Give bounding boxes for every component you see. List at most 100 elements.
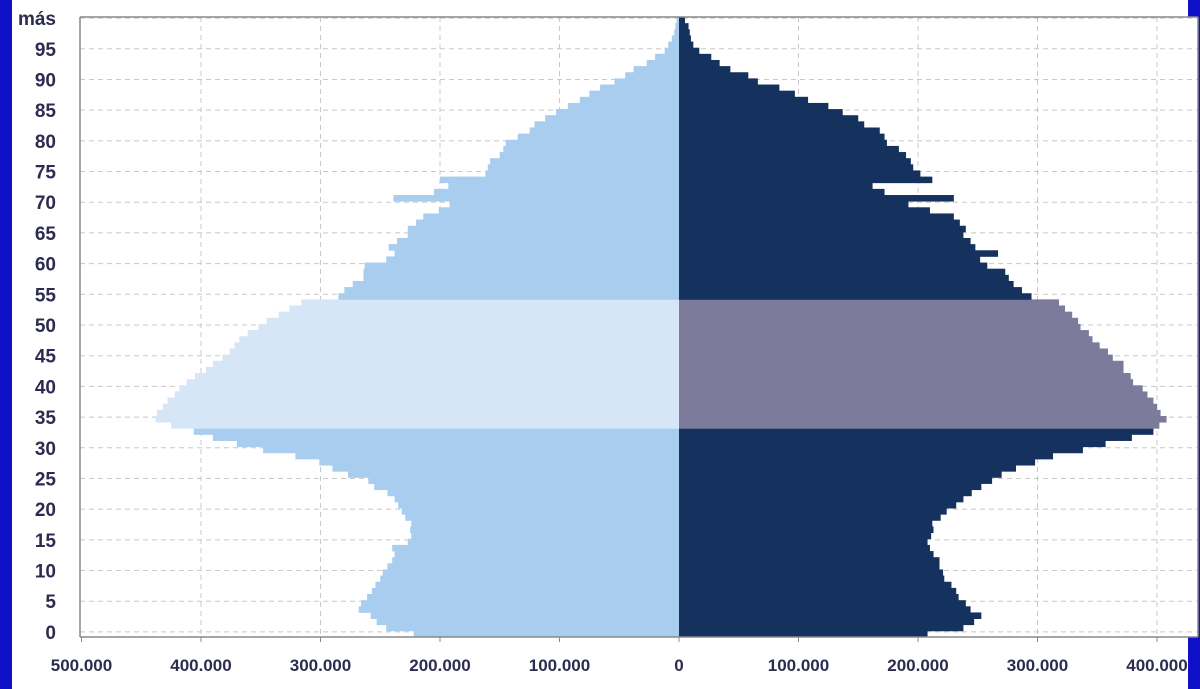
bar-left-age-92	[633, 66, 679, 73]
bar-right-age-35	[679, 416, 1167, 423]
bar-left-age-18	[411, 520, 679, 527]
x-tick-label: 100.000	[529, 656, 590, 675]
bar-right-age-84	[679, 115, 859, 122]
y-tick-label: 60	[35, 255, 56, 276]
bar-right-age-75	[679, 170, 921, 178]
bar-left-age-87	[579, 96, 679, 104]
bar-left-age-19	[405, 514, 679, 521]
bar-left-age-56	[344, 287, 679, 294]
bar-right-age-70	[679, 201, 909, 208]
bar-left-age-88	[589, 90, 679, 98]
bar-left-age-15	[407, 538, 679, 546]
x-tick-label: 200.000	[409, 656, 470, 675]
bar-left-age-71	[393, 195, 679, 202]
bar-right-age-5	[679, 600, 966, 607]
bar-left-age-14	[392, 544, 679, 552]
bar-left-age-27	[332, 465, 679, 472]
bar-left-age-44	[212, 360, 679, 368]
bar-left-age-77	[490, 158, 679, 165]
bar-right-age-78	[679, 152, 907, 159]
bar-right-age-2	[679, 618, 975, 626]
bar-left-age-53	[289, 305, 679, 313]
bar-left-age-97	[671, 35, 679, 42]
bar-right-age-58	[679, 274, 1009, 282]
bar-left-age-13	[394, 551, 679, 558]
bar-right-age-62	[679, 250, 999, 257]
bar-right-age-49	[679, 330, 1089, 337]
bar-left-age-67	[416, 219, 679, 227]
bar-right-age-100	[679, 17, 685, 24]
bar-right-age-57	[679, 280, 1014, 288]
bar-left-age-49	[247, 330, 680, 337]
y-tick-label: 40	[35, 377, 56, 398]
bar-left-age-36	[156, 409, 679, 417]
bar-left-age-45	[222, 354, 679, 362]
x-tick-label: 0	[674, 656, 683, 675]
bar-right-age-10	[679, 569, 944, 577]
bar-left-age-80	[505, 139, 679, 147]
bar-right-age-11	[679, 563, 940, 570]
bar-right-age-33	[679, 428, 1154, 435]
bar-right-age-43	[679, 366, 1124, 374]
bar-right-age-64	[679, 237, 971, 245]
bar-left-age-40	[179, 385, 680, 392]
bar-left-age-7	[371, 587, 679, 595]
bar-right-age-30	[679, 446, 1083, 454]
y-tick-label: 0	[45, 623, 56, 644]
bar-left-age-9	[380, 575, 679, 583]
bar-right-age-54	[679, 299, 1060, 306]
bar-left-age-43	[205, 366, 679, 374]
bar-left-age-58	[363, 274, 679, 282]
bar-right-age-81	[679, 133, 885, 141]
bar-left-age-70	[449, 201, 679, 208]
bar-right-age-47	[679, 342, 1100, 349]
bar-left-age-1	[386, 624, 679, 632]
bar-right-age-1	[679, 624, 964, 632]
bar-right-age-27	[679, 465, 1016, 472]
bar-right-age-4	[679, 606, 971, 613]
y-tick-label: 30	[35, 439, 56, 460]
bar-right-age-6	[679, 594, 959, 601]
bar-left-age-46	[229, 348, 679, 356]
bar-left-age-4	[358, 606, 679, 613]
bar-left-age-34	[171, 422, 679, 429]
y-tick-label: 10	[35, 562, 56, 583]
bar-right-age-22	[679, 495, 964, 503]
bar-left-age-78	[499, 152, 679, 159]
bar-left-age-16	[411, 532, 679, 540]
y-tick-label: 15	[35, 531, 57, 552]
bar-right-age-25	[679, 477, 993, 484]
bar-left-age-47	[234, 342, 679, 349]
bar-right-age-82	[679, 127, 880, 135]
bar-left-age-89	[600, 84, 679, 92]
bar-right-age-26	[679, 471, 1002, 478]
bar-left-age-55	[338, 293, 679, 300]
bar-left-age-61	[386, 256, 679, 263]
bar-right-age-23	[679, 489, 972, 497]
bar-right-age-45	[679, 354, 1113, 362]
bar-left-age-35	[155, 416, 680, 423]
bar-left-age-75	[485, 170, 679, 178]
bar-right-age-96	[679, 41, 694, 49]
bar-right-age-28	[679, 458, 1036, 466]
bar-right-age-74	[679, 176, 933, 184]
bar-right-age-19	[679, 514, 941, 521]
y-tick-label: más	[18, 9, 56, 30]
bar-left-age-81	[517, 133, 679, 141]
bar-left-age-0	[413, 630, 679, 638]
bar-right-age-69	[679, 207, 930, 214]
bar-left-age-20	[401, 508, 679, 515]
bar-right-age-51	[679, 317, 1079, 325]
bar-left-age-91	[625, 72, 679, 79]
y-tick-label: 45	[35, 347, 57, 368]
bar-right-age-87	[679, 96, 809, 104]
bar-right-age-29	[679, 452, 1054, 460]
bar-right-age-46	[679, 348, 1109, 356]
bar-right-age-72	[679, 188, 885, 196]
bar-right-age-53	[679, 305, 1065, 313]
bar-right-age-89	[679, 84, 780, 92]
bar-left-age-10	[382, 569, 679, 577]
bar-right-age-39	[679, 391, 1148, 398]
bar-left-age-39	[174, 391, 679, 398]
